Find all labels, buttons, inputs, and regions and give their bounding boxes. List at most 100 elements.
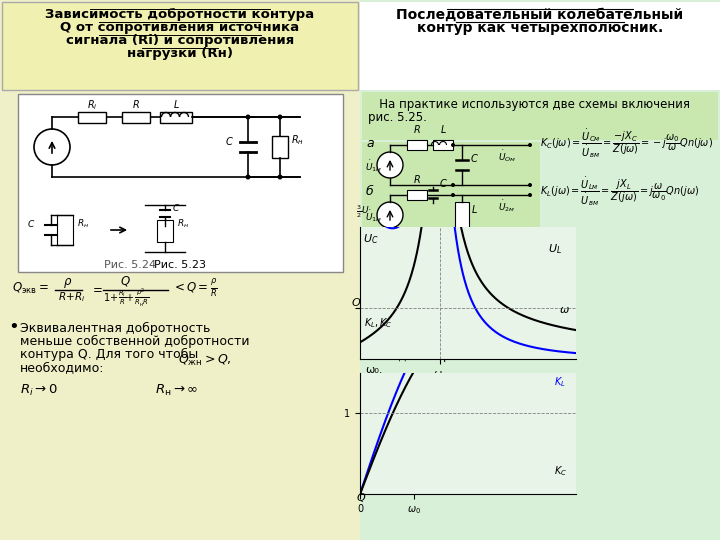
Text: высоких: высоких <box>365 300 414 310</box>
Circle shape <box>528 193 532 197</box>
Text: нагрузки (Rн): нагрузки (Rн) <box>127 47 233 60</box>
$K_L$ <box>513 245 521 251</box>
Text: показывает, что при: показывает, что при <box>365 287 486 297</box>
$K_C$ <box>356 490 364 497</box>
$K_C$ <box>492 286 500 292</box>
Circle shape <box>246 174 251 179</box>
Text: $Q$: $Q$ <box>356 491 366 504</box>
Bar <box>0 0 360 540</box>
Text: $O$: $O$ <box>351 296 361 308</box>
Text: $R$: $R$ <box>132 98 140 110</box>
Bar <box>122 111 150 123</box>
Text: $\dot{U}_{Oм}$: $\dot{U}_{Oм}$ <box>498 148 516 164</box>
Circle shape <box>377 202 403 228</box>
Circle shape <box>528 143 532 147</box>
Circle shape <box>451 193 455 197</box>
$K_L$ <box>512 245 521 252</box>
$K_L$ <box>426 320 435 327</box>
Circle shape <box>451 143 455 147</box>
Line: $K_L$: $K_L$ <box>360 230 576 494</box>
Text: $K_C$: $K_C$ <box>554 464 567 478</box>
Text: меньше собственной добротности: меньше собственной добротности <box>20 335 250 348</box>
$K_L$ <box>492 255 500 261</box>
Text: $\frac{3}{2}U$: $\frac{3}{2}U$ <box>356 204 369 220</box>
Text: $1\!+\!\frac{R_i}{R}\!+\!\frac{\rho^2}{R_{\text{н}}R}$: $1\!+\!\frac{R_i}{R}\!+\!\frac{\rho^2}{R… <box>103 287 149 309</box>
Text: Рис. 5.25: Рис. 5.25 <box>429 260 481 270</box>
Text: $K_L, K_C$: $K_L, K_C$ <box>364 316 393 330</box>
Text: $K_C(j\omega)=\dfrac{\dot{U}_{Cм}}{\dot{U}_{вм}}=\dfrac{-jX_C}{Z(j\omega)}=-j\df: $K_C(j\omega)=\dfrac{\dot{U}_{Cм}}{\dot{… <box>540 127 713 160</box>
Text: совпадают и равны: совпадают и равны <box>365 352 480 362</box>
Text: Подробный  анализ: Подробный анализ <box>365 274 480 284</box>
Text: $K_L(j\omega)=\dfrac{\dot{U}_{Lм}}{\dot{U}_{вм}}=\dfrac{jX_L}{Z(j\omega)}=j\dfra: $K_L(j\omega)=\dfrac{\dot{U}_{Lм}}{\dot{… <box>540 176 699 208</box>
$K_L$ <box>441 299 450 305</box>
Text: $U_C$: $U_C$ <box>364 232 379 246</box>
Text: добротностях: добротностях <box>365 313 446 323</box>
Bar <box>360 2 720 90</box>
Text: $C$: $C$ <box>225 135 234 147</box>
$K_L$ <box>356 490 364 497</box>
Text: $=$: $=$ <box>90 282 103 295</box>
Circle shape <box>377 152 403 178</box>
Text: частоты обеих схем: частоты обеих схем <box>365 339 482 349</box>
Text: $<Q=\frac{\rho}{R}$: $<Q=\frac{\rho}{R}$ <box>172 278 218 299</box>
Text: $L$: $L$ <box>440 123 446 135</box>
Text: $R$: $R$ <box>413 123 421 135</box>
Text: ω₀.: ω₀. <box>365 365 382 375</box>
Text: $K_L$: $K_L$ <box>554 375 566 389</box>
Text: $R$: $R$ <box>413 173 421 185</box>
Bar <box>360 0 720 540</box>
Circle shape <box>246 114 251 119</box>
Text: $C$: $C$ <box>172 202 180 213</box>
Text: Рис. 5.23: Рис. 5.23 <box>154 260 206 270</box>
Text: $\omega$: $\omega$ <box>559 305 570 315</box>
Text: $Q$: $Q$ <box>120 274 130 288</box>
$K_C$ <box>382 425 390 431</box>
Bar <box>157 220 173 242</box>
Text: $\dot{U}_{2м}$: $\dot{U}_{2м}$ <box>498 198 516 213</box>
Bar <box>57 215 73 245</box>
Text: $R_i$: $R_i$ <box>86 98 97 112</box>
Circle shape <box>528 233 532 237</box>
Line: $K_C$: $K_C$ <box>360 265 576 494</box>
Bar <box>433 140 453 150</box>
Bar <box>407 190 427 200</box>
$K_L$ <box>572 227 580 233</box>
Text: $\dot{U}_{1м}$: $\dot{U}_{1м}$ <box>365 208 382 224</box>
Text: рис. 5.25.: рис. 5.25. <box>368 111 427 124</box>
Bar <box>160 111 192 123</box>
Text: $R_н$: $R_н$ <box>77 218 89 231</box>
Text: сигнала (Ri) и сопротивления: сигнала (Ri) и сопротивления <box>66 34 294 47</box>
Text: На практике используются две схемы включения: На практике используются две схемы включ… <box>368 98 690 111</box>
$K_C$ <box>572 261 580 268</box>
Text: резонансные: резонансные <box>365 326 442 336</box>
Text: $U_L$: $U_L$ <box>548 242 562 256</box>
Circle shape <box>528 183 532 187</box>
Bar <box>455 202 469 230</box>
$K_C$ <box>512 277 521 284</box>
Text: $\rho$: $\rho$ <box>63 276 73 290</box>
Text: $R\!+\!R_i$: $R\!+\!R_i$ <box>58 290 86 304</box>
Bar <box>362 142 540 272</box>
Text: $\dot{U}_{1м}$: $\dot{U}_{1м}$ <box>365 158 382 173</box>
Circle shape <box>277 114 282 119</box>
Text: $C$: $C$ <box>439 177 448 189</box>
Text: $C$: $C$ <box>470 152 479 164</box>
Text: Последовательный колебательный: Последовательный колебательный <box>397 8 683 22</box>
Text: а: а <box>366 137 374 150</box>
Text: Зависимость добротности контура: Зависимость добротности контура <box>45 8 315 21</box>
Bar <box>2 2 358 90</box>
Text: $L$: $L$ <box>471 203 478 215</box>
$K_C$ <box>426 342 435 349</box>
Text: $L$: $L$ <box>173 98 179 110</box>
Text: $R_i\rightarrow 0$: $R_i\rightarrow 0$ <box>20 383 58 398</box>
Bar <box>362 92 718 140</box>
Text: $Q_{\text{жн}}>Q,$: $Q_{\text{жн}}>Q,$ <box>178 353 232 368</box>
Text: Рис. 5.24: Рис. 5.24 <box>104 260 156 270</box>
Text: $R_н$: $R_н$ <box>291 133 304 147</box>
$K_L$ <box>382 415 390 421</box>
Text: контур как четырехполюсник.: контур как четырехполюсник. <box>417 21 663 35</box>
Circle shape <box>277 174 282 179</box>
Text: $R_н$: $R_н$ <box>177 218 189 231</box>
Circle shape <box>451 233 455 237</box>
Text: $Q_{\text{экв}}=$: $Q_{\text{экв}}=$ <box>12 281 49 296</box>
